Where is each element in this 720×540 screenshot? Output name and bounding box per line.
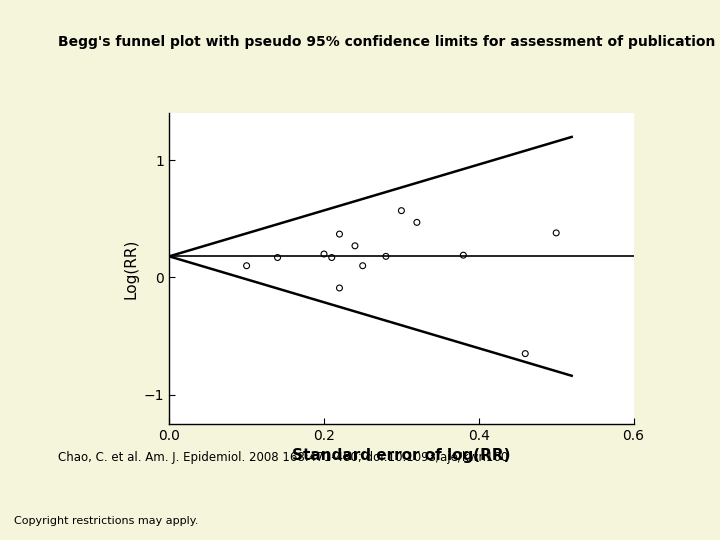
Text: Copyright restrictions may apply.: Copyright restrictions may apply. [14, 516, 199, 526]
Point [272, 253, 284, 262]
Point [357, 261, 369, 270]
Point [380, 252, 392, 261]
X-axis label: Standard error of log(RR): Standard error of log(RR) [292, 448, 510, 463]
Point [551, 228, 562, 237]
Point [318, 249, 330, 258]
Point [334, 284, 346, 292]
Point [458, 251, 469, 260]
Point [411, 218, 423, 227]
Point [520, 349, 531, 358]
Text: Chao, C. et al. Am. J. Epidemiol. 2008 168:471-480; doi:10.1093/aje/kwn160: Chao, C. et al. Am. J. Epidemiol. 2008 1… [58, 451, 508, 464]
Point [240, 261, 253, 270]
Point [349, 241, 361, 250]
Y-axis label: Log(RR): Log(RR) [123, 239, 138, 299]
Point [396, 206, 408, 215]
Point [326, 253, 338, 262]
Point [334, 230, 346, 238]
Text: Begg's funnel plot with pseudo 95% confidence limits for assessment of publicati: Begg's funnel plot with pseudo 95% confi… [58, 35, 720, 49]
